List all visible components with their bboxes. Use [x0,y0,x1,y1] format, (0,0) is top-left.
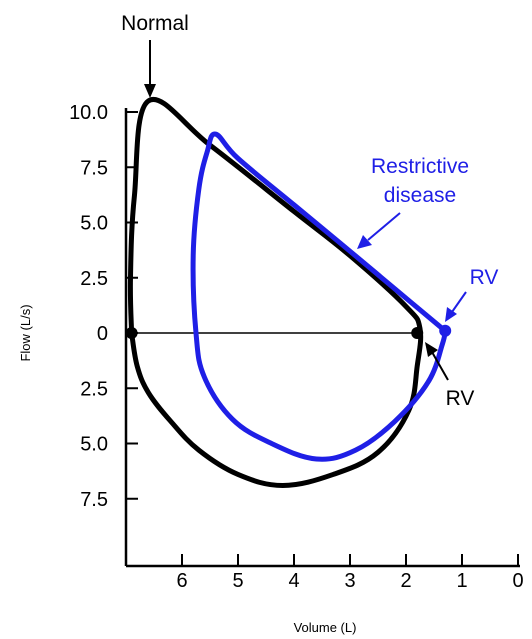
x-axis-title: Volume (L) [294,620,357,635]
x-tick-label: 3 [344,570,355,592]
series-restrictive-loop [190,131,448,462]
y-tick-label: 2.5 [80,268,108,290]
arrow-rv-normal-shaft [431,351,449,381]
x-tick-label: 1 [456,570,467,592]
arrow-rv-restrictive-shaft [451,291,467,313]
y-ticks: 10.0 7.5 5.0 2.5 0 2.5 5.0 7.5 [69,102,138,511]
annotation-rv-normal: RV [446,387,475,410]
arrow-rv-normal-head [425,342,438,357]
series-layer [127,96,448,488]
x-tick-label: 0 [512,570,523,592]
y-axis-title: Flow (L/s) [18,304,33,361]
normal-point-marker [125,327,138,339]
marker-layer [125,324,452,339]
y-tick-label: 10.0 [69,102,108,124]
annotation-rv-restrictive: RV [470,266,499,289]
series-normal-loop [127,96,424,488]
axes [124,108,520,568]
x-tick-label: 5 [232,570,243,592]
annotation-disease: disease [384,184,456,207]
y-tick-label: 0 [97,323,108,345]
y-tick-label: 5.0 [80,434,108,456]
y-tick-label: 2.5 [80,378,108,400]
arrow-normal-head [144,84,156,98]
annotation-normal: Normal [121,12,189,35]
x-tick-label: 6 [176,570,187,592]
x-tick-label: 4 [288,570,299,592]
x-tick-label: 2 [400,570,411,592]
arrow-restrictive-shaft [367,212,401,241]
restrictive-rv-marker [439,324,452,337]
y-tick-label: 5.0 [80,213,108,235]
annotation-restrictive: Restrictive [371,155,469,178]
annotations: Normal Restrictive disease RV RV [121,12,498,410]
normal-point-marker [411,327,424,339]
y-tick-label: 7.5 [80,489,108,511]
y-tick-label: 7.5 [80,157,108,179]
x-ticks: 6 5 4 3 2 1 0 [176,554,524,592]
arrow-restrictive-head [357,235,372,249]
arrow-rv-restrictive-head [445,307,457,322]
